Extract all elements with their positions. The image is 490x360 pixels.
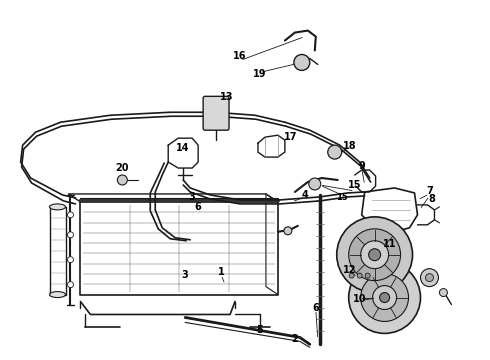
Circle shape — [349, 262, 420, 333]
Text: 9: 9 — [358, 161, 365, 171]
Circle shape — [284, 227, 292, 235]
Text: 14: 14 — [176, 143, 190, 153]
Circle shape — [365, 273, 370, 278]
Text: 6: 6 — [195, 202, 201, 212]
Circle shape — [118, 175, 127, 185]
Text: 17: 17 — [284, 132, 297, 142]
Circle shape — [68, 282, 74, 288]
Circle shape — [440, 289, 447, 297]
Circle shape — [420, 269, 439, 287]
Circle shape — [380, 293, 390, 302]
Circle shape — [357, 273, 362, 278]
Text: 15: 15 — [348, 180, 362, 190]
Text: 3: 3 — [182, 270, 189, 280]
Text: 3: 3 — [189, 192, 196, 202]
Circle shape — [68, 257, 74, 263]
Text: 11: 11 — [383, 239, 396, 249]
Circle shape — [294, 54, 310, 71]
Circle shape — [368, 249, 381, 261]
Text: 4: 4 — [301, 190, 308, 200]
Text: 6: 6 — [313, 302, 319, 312]
Circle shape — [349, 229, 400, 280]
Text: 20: 20 — [116, 163, 129, 173]
Text: 12: 12 — [343, 265, 356, 275]
Circle shape — [361, 241, 389, 269]
Circle shape — [425, 274, 434, 282]
Ellipse shape — [49, 292, 66, 298]
Text: 18: 18 — [343, 141, 357, 151]
Circle shape — [337, 217, 413, 293]
FancyBboxPatch shape — [203, 96, 229, 130]
Circle shape — [68, 212, 74, 218]
Text: 16: 16 — [233, 51, 247, 62]
Text: 7: 7 — [426, 186, 433, 196]
Circle shape — [309, 178, 321, 190]
Text: 15: 15 — [336, 193, 347, 202]
Text: 10: 10 — [353, 293, 367, 303]
Text: 19: 19 — [253, 69, 267, 80]
Circle shape — [372, 285, 396, 310]
Text: 2: 2 — [292, 334, 298, 345]
Circle shape — [361, 274, 409, 321]
Ellipse shape — [49, 204, 66, 210]
Text: 8: 8 — [428, 194, 435, 204]
Circle shape — [349, 273, 354, 278]
Circle shape — [68, 232, 74, 238]
Text: 5: 5 — [257, 325, 263, 336]
Text: 1: 1 — [218, 267, 224, 276]
Text: 13: 13 — [220, 92, 234, 102]
Circle shape — [328, 145, 342, 159]
